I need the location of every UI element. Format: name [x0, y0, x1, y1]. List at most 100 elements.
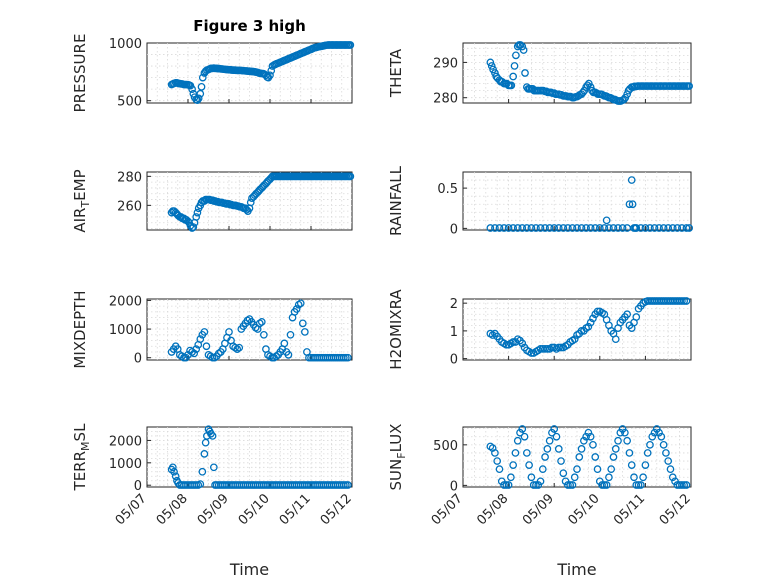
data-point: [627, 461, 636, 469]
data-point: [554, 343, 563, 352]
data-point: [554, 445, 563, 453]
y-tick-label: 0: [450, 353, 458, 368]
data-point: [509, 72, 518, 81]
data-point: [632, 481, 641, 489]
data-point: [625, 200, 634, 209]
x-tick-label: 05/07: [113, 491, 150, 528]
data-point: [648, 432, 657, 441]
y-tick-label: 2000: [109, 434, 142, 449]
data-point: [559, 224, 568, 232]
data-point: [192, 213, 201, 221]
subplot-4: 0 0.5 RAINFALL: [387, 165, 694, 237]
y-tick-label: 1: [450, 325, 458, 340]
data-point: [486, 58, 495, 67]
y-axis-label: THETA: [387, 48, 405, 98]
data-point: [579, 436, 588, 445]
data-point: [557, 457, 565, 465]
data-point: [300, 328, 309, 336]
data-point: [170, 467, 178, 476]
series: [486, 41, 694, 105]
data-point: [198, 467, 207, 476]
x-tick-label: 05/10: [566, 491, 603, 528]
data-point: [168, 463, 177, 472]
data-point: [198, 73, 207, 82]
data-point: [659, 224, 668, 232]
data-point: [200, 328, 209, 336]
y-axis-label: TERRMSL: [71, 423, 92, 492]
data-point: [559, 469, 568, 478]
data-point: [659, 440, 668, 449]
data-point: [634, 481, 643, 489]
data-point: [518, 339, 527, 348]
data-point: [280, 339, 289, 348]
data-point: [502, 481, 511, 489]
data-point: [292, 305, 301, 313]
data-point: [682, 481, 691, 489]
data-point: [529, 481, 538, 489]
data-point: [611, 445, 620, 453]
y-axis-label-main: MIXDEPTH: [71, 290, 89, 368]
data-point: [662, 449, 670, 457]
series: [167, 41, 355, 104]
data-point: [589, 440, 597, 449]
subplot-7: 0 1000 2000 05/07 05/08 05/09 05/10 05/11 05/12 T…: [71, 423, 355, 579]
data-point: [668, 224, 677, 232]
data-point: [510, 62, 519, 70]
data-point: [627, 176, 636, 184]
y-tick-label: 500: [433, 439, 458, 454]
data-point: [625, 449, 634, 457]
x-tick-label: 05/07: [429, 491, 466, 528]
data-point: [507, 81, 516, 90]
data-point: [197, 82, 206, 91]
data-point: [632, 313, 641, 321]
data-point: [598, 481, 606, 489]
data-point: [614, 436, 622, 445]
data-point: [602, 216, 611, 225]
y-axis-label: AIRTEMP: [71, 169, 92, 232]
data-point: [573, 465, 581, 474]
data-point: [595, 224, 604, 232]
data-point: [623, 436, 632, 445]
data-point: [519, 46, 528, 54]
data-point: [611, 335, 620, 344]
data-point: [266, 71, 274, 80]
data-point: [495, 465, 504, 474]
y-tick-label: 2000: [109, 294, 142, 309]
data-point: [545, 436, 554, 445]
y-axis-label-main: H2OMIXRA: [387, 289, 405, 370]
x-tick-label: 05/10: [236, 491, 273, 528]
data-point: [286, 330, 295, 339]
data-point: [678, 481, 686, 489]
data-point: [550, 224, 559, 232]
data-point: [538, 465, 547, 474]
data-point: [602, 481, 611, 489]
y-tick-label: 1000: [109, 37, 142, 52]
data-point: [584, 428, 593, 437]
data-point: [650, 224, 659, 232]
data-point: [190, 349, 198, 358]
data-point: [641, 224, 650, 232]
data-point: [685, 82, 694, 90]
data-point: [532, 481, 540, 489]
y-axis-label-main: THETA: [387, 48, 405, 98]
subplot-1: 500 1000 PRESSURE Figure 3 high: [71, 17, 355, 112]
data-point: [568, 224, 577, 232]
series: [486, 297, 691, 357]
subplot-5: 0 1000 2000 MIXDEPTH: [71, 290, 353, 369]
x-tick-label: 05/08: [474, 491, 511, 528]
data-point: [259, 330, 268, 339]
data-point: [188, 85, 196, 94]
data-point: [584, 322, 593, 331]
data-point: [196, 480, 205, 488]
data-point: [589, 314, 597, 323]
data-point: [591, 453, 600, 461]
data-point: [507, 473, 515, 482]
data-point: [678, 297, 686, 305]
data-point: [632, 224, 641, 232]
data-point: [564, 481, 572, 489]
series: [486, 176, 694, 232]
data-point: [486, 224, 495, 232]
data-point: [209, 463, 218, 472]
data-point: [527, 349, 536, 357]
data-point: [685, 224, 694, 232]
